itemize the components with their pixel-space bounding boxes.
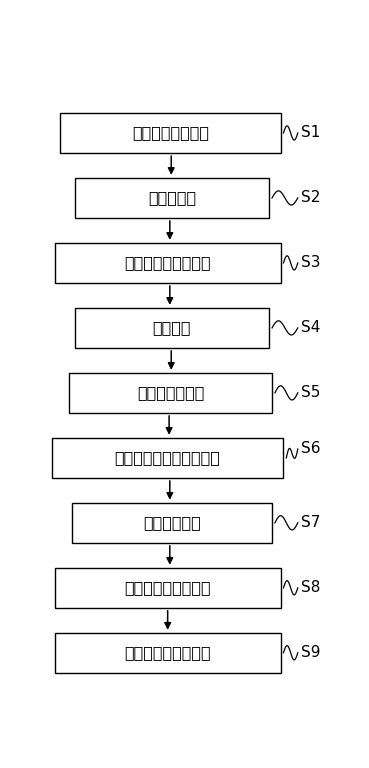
Text: 数据二次对比: 数据二次对比 [143, 515, 201, 531]
Text: 热强度计算模型构建: 热强度计算模型构建 [124, 256, 211, 270]
FancyBboxPatch shape [72, 503, 272, 543]
FancyBboxPatch shape [75, 178, 269, 218]
FancyBboxPatch shape [75, 308, 269, 348]
Text: S8: S8 [301, 581, 320, 595]
Text: S2: S2 [301, 190, 320, 205]
Text: S6: S6 [301, 442, 320, 456]
FancyBboxPatch shape [55, 568, 281, 608]
FancyBboxPatch shape [61, 113, 281, 153]
Text: S1: S1 [301, 125, 320, 141]
FancyBboxPatch shape [55, 633, 281, 673]
Text: 热强度计算模型二次构建: 热强度计算模型二次构建 [115, 450, 221, 465]
Text: S5: S5 [301, 386, 320, 400]
Text: S3: S3 [301, 256, 320, 270]
Text: 热强度实验: 热强度实验 [148, 190, 196, 205]
Text: 位移最终加权值计算: 位移最终加权值计算 [124, 645, 211, 660]
Text: S9: S9 [301, 645, 320, 660]
FancyBboxPatch shape [69, 372, 272, 413]
Text: S4: S4 [301, 320, 320, 336]
Text: 数据对比: 数据对比 [153, 320, 191, 336]
Text: S7: S7 [301, 515, 320, 531]
FancyBboxPatch shape [52, 438, 283, 478]
Text: 应变最终加权值计算: 应变最终加权值计算 [124, 581, 211, 595]
Text: 热强度二次实验: 热强度二次实验 [137, 386, 204, 400]
Text: 实际特征数据截取: 实际特征数据截取 [132, 125, 209, 141]
FancyBboxPatch shape [55, 243, 281, 283]
